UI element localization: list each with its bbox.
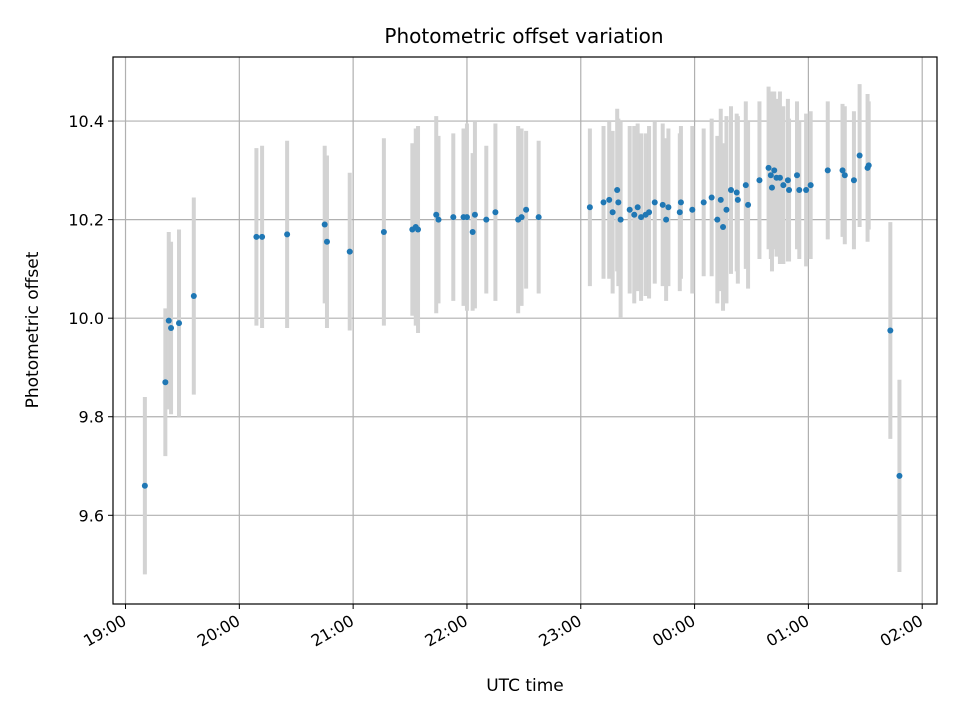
data-point [176, 320, 183, 327]
data-point [606, 196, 613, 203]
data-point [807, 182, 814, 189]
data-point [733, 189, 740, 196]
data-point [756, 177, 763, 184]
data-point [168, 325, 175, 332]
data-point [734, 196, 741, 203]
y-tick-label: 10.0 [68, 309, 104, 328]
data-point [535, 214, 542, 221]
data-point [471, 211, 478, 218]
data-point [646, 209, 653, 216]
y-tick-label: 9.6 [79, 506, 104, 525]
data-point [767, 172, 774, 179]
data-point [617, 216, 624, 223]
data-point [745, 201, 752, 208]
error-bars [142, 84, 902, 575]
y-tick-label: 10.2 [68, 211, 104, 230]
data-point [634, 204, 641, 211]
data-point [839, 167, 846, 174]
x-tick-label: 23:00 [535, 611, 584, 651]
data-point [700, 199, 707, 206]
data-point [651, 199, 658, 206]
data-point [518, 214, 525, 221]
data-point [786, 187, 793, 194]
data-point [665, 204, 672, 211]
data-point [321, 221, 328, 228]
data-point [856, 152, 863, 159]
x-tick-label: 22:00 [422, 611, 471, 651]
x-tick-label: 02:00 [877, 611, 926, 651]
y-axis-ticks: 9.6 9.8 10.0 10.2 10.4 [68, 112, 113, 525]
y-axis-title: Photometric offset [23, 251, 43, 408]
x-tick-label: 19:00 [80, 611, 129, 651]
data-point [259, 233, 266, 240]
data-point [615, 199, 622, 206]
data-point [380, 228, 387, 235]
data-point [463, 214, 470, 221]
data-point [784, 177, 791, 184]
data-point [677, 199, 684, 206]
x-tick-label: 00:00 [649, 611, 698, 651]
data-point [776, 174, 783, 181]
x-axis-title: UTC time [486, 676, 564, 696]
data-point [284, 231, 291, 238]
data-point [469, 228, 476, 235]
data-point [323, 238, 330, 245]
data-point [717, 196, 724, 203]
data-point [794, 172, 801, 179]
data-point [141, 482, 148, 489]
data-point [708, 194, 715, 201]
data-points [141, 152, 903, 489]
x-tick-label: 21:00 [308, 611, 357, 651]
chart-title: Photometric offset variation [384, 24, 663, 48]
data-point [162, 379, 169, 386]
data-point [483, 216, 490, 223]
data-point [850, 177, 857, 184]
data-point [659, 201, 666, 208]
data-point [780, 182, 787, 189]
data-point [720, 224, 727, 231]
data-point [523, 206, 530, 213]
data-point [450, 214, 457, 221]
data-point [614, 187, 621, 194]
data-point [492, 209, 499, 216]
data-point [796, 187, 803, 194]
data-point [190, 293, 197, 300]
data-point [253, 233, 260, 240]
data-point [435, 216, 442, 223]
data-point [803, 187, 810, 194]
data-point [765, 164, 772, 171]
data-point [689, 206, 696, 213]
data-point [771, 167, 778, 174]
data-point [728, 187, 734, 194]
data-point [346, 248, 353, 255]
data-point [865, 162, 872, 169]
data-point [165, 317, 172, 324]
plot-frame [112, 56, 938, 605]
x-tick-label: 20:00 [194, 611, 243, 651]
data-point [631, 211, 638, 218]
data-point [415, 226, 422, 233]
data-point [887, 327, 894, 334]
data-point [638, 214, 645, 221]
data-point [768, 184, 775, 191]
data-point [586, 204, 593, 211]
data-point [824, 167, 831, 174]
data-point [742, 182, 749, 189]
data-point [433, 211, 440, 218]
data-point [626, 206, 633, 213]
data-point [676, 209, 683, 216]
x-tick-label: 01:00 [763, 611, 812, 651]
data-point [663, 216, 670, 223]
y-tick-label: 10.4 [68, 112, 104, 131]
data-point [723, 206, 730, 213]
data-point [600, 199, 607, 206]
y-tick-label: 9.8 [79, 408, 104, 427]
x-axis-ticks: 19:00 20:00 21:00 22:00 23:00 00:00 01:00 02:00 [80, 604, 926, 651]
data-point [714, 216, 721, 223]
data-point [841, 172, 848, 179]
data-point [609, 209, 616, 216]
data-point [896, 472, 903, 479]
